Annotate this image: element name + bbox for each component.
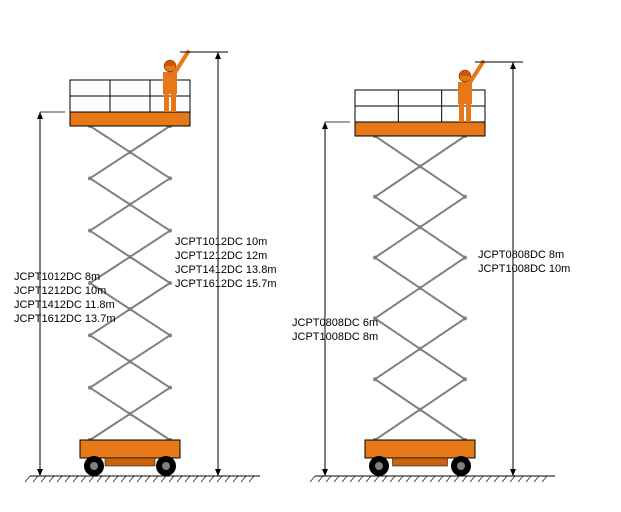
spec-row: JCPT1612DC 15.7m [175, 278, 277, 290]
worker-icon [458, 62, 483, 122]
spec-row: JCPT1008DC 8m [292, 331, 378, 343]
chassis [365, 440, 475, 458]
working-height-specs: JCPT1012DC 10m JCPT1212DC 12m JCPT1412DC 1… [175, 236, 277, 290]
spec-row: JCPT0808DC 8m [478, 249, 564, 261]
spec-row: JCPT1412DC 13.8m [175, 264, 277, 276]
spec-row: JCPT1212DC 12m [175, 250, 267, 262]
spec-row: JCPT1412DC 11.8m [14, 299, 115, 311]
spec-row: JCPT0808DC 6m [292, 317, 378, 329]
platform-height-specs: JCPT0808DC 6m JCPT1008DC 8m [292, 317, 378, 343]
platform-deck [70, 112, 190, 126]
spec-row: JCPT1612DC 13.7m [14, 313, 116, 325]
chassis [80, 440, 180, 458]
worker-icon [163, 52, 188, 112]
platform-height-specs: JCPT1012DC 8m JCPT1212DC 10m JCPT1412DC 11… [14, 271, 116, 325]
spec-row: JCPT1012DC 8m [14, 271, 100, 283]
spec-row: JCPT1212DC 10m [14, 285, 106, 297]
working-height-specs: JCPT0808DC 8m JCPT1008DC 10m [478, 249, 570, 275]
spec-row: JCPT1012DC 10m [175, 236, 267, 248]
spec-row: JCPT1008DC 10m [478, 263, 570, 275]
platform-deck [355, 122, 485, 136]
